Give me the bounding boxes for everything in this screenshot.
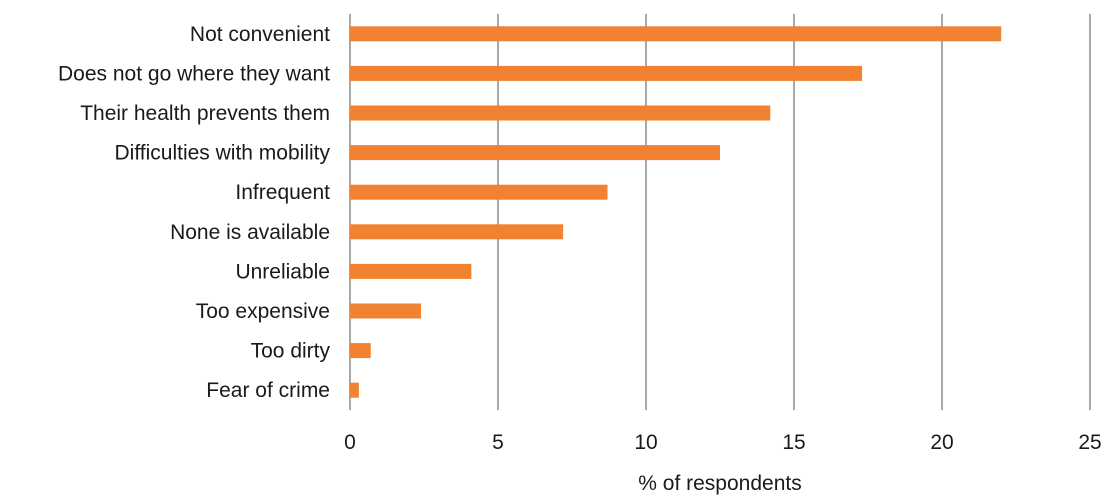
category-label: Fear of crime	[206, 379, 330, 402]
category-labels: Not convenient Does not go where they wan…	[58, 23, 330, 402]
x-tick-label: 10	[634, 431, 657, 454]
bar	[350, 184, 608, 200]
bar	[350, 26, 1002, 42]
bar	[350, 105, 771, 121]
bar	[350, 382, 359, 398]
bar	[350, 145, 720, 161]
bar	[350, 263, 472, 279]
bars	[350, 26, 1002, 398]
category-label: Their health prevents them	[80, 102, 330, 125]
category-label: Unreliable	[235, 260, 330, 283]
category-label: Does not go where they want	[58, 62, 330, 85]
bar	[350, 224, 564, 240]
x-tick-label: 0	[344, 431, 356, 454]
x-tick-labels: 0 5 10 15 20 25	[344, 431, 1102, 454]
category-label: None is available	[170, 221, 330, 244]
x-tick-label: 15	[782, 431, 805, 454]
bar	[350, 343, 371, 359]
category-label: Too dirty	[251, 340, 331, 363]
bar	[350, 65, 863, 81]
bar	[350, 303, 422, 319]
category-label: Too expensive	[196, 300, 330, 323]
x-tick-label: 25	[1078, 431, 1101, 454]
x-tick-label: 20	[930, 431, 953, 454]
category-label: Infrequent	[235, 181, 330, 204]
category-label: Difficulties with mobility	[114, 142, 330, 165]
x-tick-label: 5	[492, 431, 504, 454]
category-label: Not convenient	[190, 23, 330, 46]
x-axis-title: % of respondents	[638, 472, 801, 495]
